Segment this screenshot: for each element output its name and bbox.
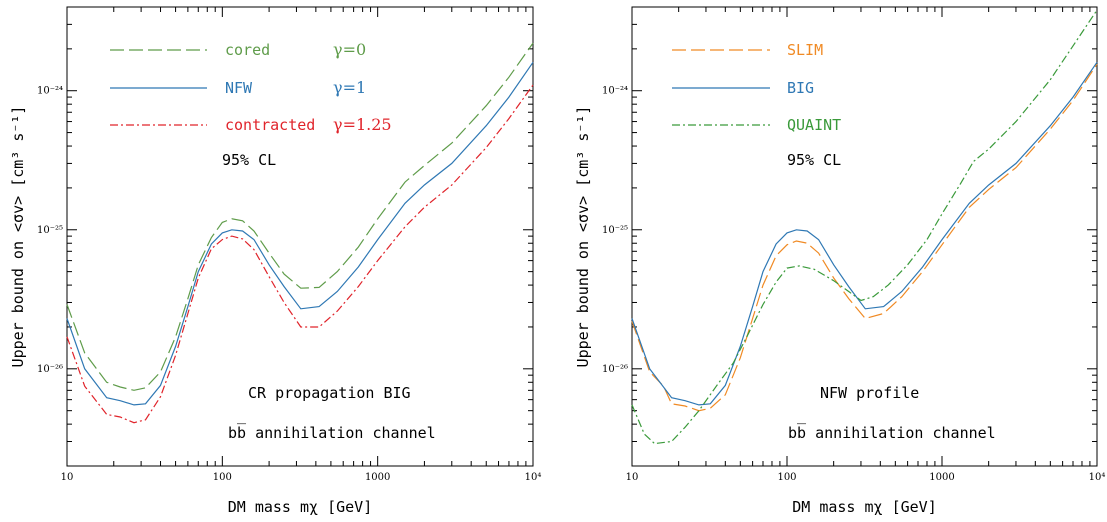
- left-propagation-annotation: CR propagation BIG: [248, 384, 411, 402]
- left-curves: [66, 42, 534, 424]
- legend-label-slim: SLIM: [787, 41, 823, 59]
- left-axis-ticks: 10 100 1000 10⁴ 10⁻²⁶ 10⁻²⁵ 10⁻²⁴: [37, 6, 542, 483]
- x-tick-label: 1000: [365, 472, 390, 483]
- x-tick-label: 100: [213, 472, 232, 483]
- series-line-big: [631, 61, 1098, 406]
- x-tick-label: 10: [626, 472, 639, 483]
- x-tick-label: 10⁴: [525, 472, 542, 483]
- legend-gamma-cored: γ=0: [333, 40, 366, 59]
- x-tick-label: 10: [61, 472, 74, 483]
- y-tick-label: 10⁻²⁶: [602, 364, 628, 375]
- right-curves: [631, 9, 1098, 445]
- series-line-nfw: [66, 61, 534, 406]
- series-line-cored: [66, 42, 534, 391]
- right-legend: SLIM BIG QUAINT: [672, 41, 841, 134]
- right-cl-annotation: 95% CL: [787, 151, 841, 169]
- right-panel: 10 100 1000 10⁴ 10⁻²⁶ 10⁻²⁵ 10⁻²⁴ Upper bound …: [574, 6, 1106, 516]
- legend-gamma-contracted: γ=1.25: [333, 115, 392, 134]
- legend-label-contracted: contracted: [225, 116, 315, 134]
- left-x-axis-title: DM mass mχ [GeV]: [228, 498, 373, 516]
- left-legend: cored γ=0 NFW γ=1 contracted γ=1.25: [110, 40, 392, 134]
- right-channel-annotation: bb̅ annihilation channel: [788, 423, 996, 442]
- left-panel: 10 100 1000 10⁴ 10⁻²⁶ 10⁻²⁵ 10⁻²⁴ Upper bound …: [9, 6, 542, 516]
- y-tick-label: 10⁻²⁴: [37, 86, 63, 97]
- legend-label-quaint: QUAINT: [787, 116, 841, 134]
- x-tick-label: 100: [777, 472, 796, 483]
- x-tick-label: 10⁴: [1089, 472, 1106, 483]
- series-line-quaint: [631, 9, 1098, 445]
- legend-gamma-nfw: γ=1: [333, 78, 366, 97]
- series-line-slim: [631, 63, 1098, 412]
- left-y-axis-title: Upper bound on <σv> [cm³ s⁻¹]: [9, 106, 27, 368]
- legend-label-big: BIG: [787, 79, 814, 97]
- right-profile-annotation: NFW profile: [820, 384, 919, 402]
- left-cl-annotation: 95% CL: [222, 151, 276, 169]
- right-axis-ticks: 10 100 1000 10⁴ 10⁻²⁶ 10⁻²⁵ 10⁻²⁴: [602, 6, 1106, 483]
- left-channel-annotation: bb̅ annihilation channel: [228, 423, 436, 442]
- right-x-axis-title: DM mass mχ [GeV]: [792, 498, 937, 516]
- legend-label-nfw: NFW: [225, 79, 253, 97]
- x-tick-label: 1000: [929, 472, 954, 483]
- right-y-axis-title: Upper bound on <σv> [cm³ s⁻¹]: [574, 106, 592, 368]
- legend-label-cored: cored: [225, 41, 270, 59]
- series-line-contracted: [66, 84, 534, 424]
- y-tick-label: 10⁻²⁵: [37, 225, 63, 236]
- y-tick-label: 10⁻²⁵: [602, 225, 628, 236]
- y-tick-label: 10⁻²⁴: [602, 86, 628, 97]
- y-tick-label: 10⁻²⁶: [37, 364, 63, 375]
